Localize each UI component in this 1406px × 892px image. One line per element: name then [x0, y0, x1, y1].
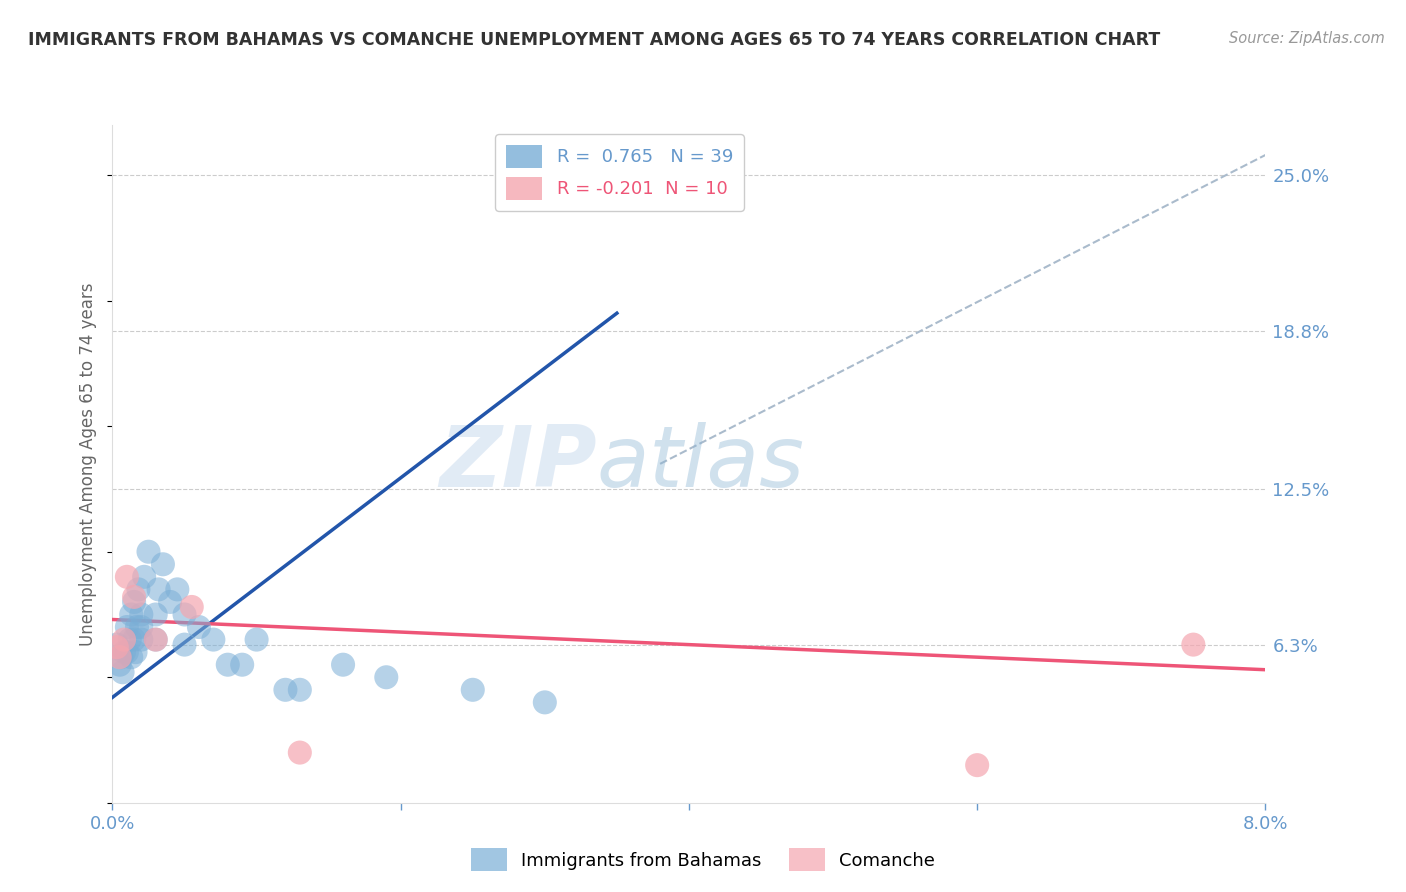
Point: [112, 645, 135, 659]
Point: [202, 632, 225, 647]
Point: [533, 695, 555, 709]
Y-axis label: Unemployment Among Ages 65 to 74 years: Unemployment Among Ages 65 to 74 years: [79, 282, 97, 646]
Point: [120, 650, 142, 665]
Point: [124, 645, 146, 659]
Point: [461, 682, 484, 697]
Point: [110, 650, 132, 665]
Point: [138, 545, 160, 559]
Point: [127, 582, 149, 597]
Point: [112, 632, 135, 647]
Point: [115, 570, 138, 584]
Point: [122, 590, 145, 604]
Point: [115, 620, 138, 634]
Point: [122, 595, 145, 609]
Point: [332, 657, 354, 672]
Point: [274, 682, 297, 697]
Point: [288, 746, 311, 760]
Point: [134, 570, 156, 584]
Point: [108, 650, 131, 665]
Text: IMMIGRANTS FROM BAHAMAS VS COMANCHE UNEMPLOYMENT AMONG AGES 65 TO 74 YEARS CORRE: IMMIGRANTS FROM BAHAMAS VS COMANCHE UNEM…: [28, 31, 1160, 49]
Point: [105, 638, 128, 652]
Point: [129, 632, 153, 647]
Point: [129, 620, 153, 634]
Point: [173, 607, 195, 622]
Point: [145, 632, 167, 647]
Legend: R =  0.765   N = 39, R = -0.201  N = 10: R = 0.765 N = 39, R = -0.201 N = 10: [495, 134, 744, 211]
Point: [217, 657, 239, 672]
Point: [159, 595, 181, 609]
Point: [129, 607, 153, 622]
Point: [288, 682, 311, 697]
Point: [1182, 638, 1205, 652]
Point: [180, 599, 202, 614]
Point: [166, 582, 188, 597]
Text: ZIP: ZIP: [439, 422, 596, 506]
Point: [375, 670, 398, 684]
Point: [231, 657, 253, 672]
Point: [145, 607, 167, 622]
Point: [122, 632, 145, 647]
Point: [105, 640, 128, 654]
Point: [118, 632, 141, 647]
Point: [111, 665, 134, 680]
Point: [120, 607, 142, 622]
Point: [115, 645, 138, 659]
Point: [125, 620, 148, 634]
Point: [188, 620, 211, 634]
Point: [108, 657, 131, 672]
Legend: Immigrants from Bahamas, Comanche: Immigrants from Bahamas, Comanche: [464, 841, 942, 879]
Point: [173, 638, 195, 652]
Point: [148, 582, 170, 597]
Point: [966, 758, 988, 772]
Point: [245, 632, 267, 647]
Point: [152, 558, 174, 572]
Text: atlas: atlas: [596, 422, 804, 506]
Text: Source: ZipAtlas.com: Source: ZipAtlas.com: [1229, 31, 1385, 46]
Point: [145, 632, 167, 647]
